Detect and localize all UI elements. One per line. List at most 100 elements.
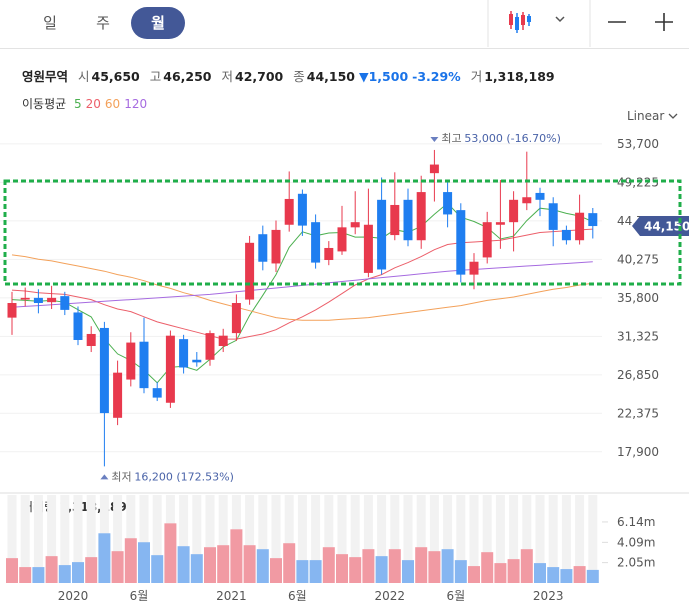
stock-name: 영원무역 <box>22 69 69 84</box>
candle-body <box>469 261 479 275</box>
y-tick-label: 53,700 <box>617 137 659 151</box>
tab-week[interactable]: 주 <box>96 14 110 32</box>
ma-legend: 이동평균 5 20 60 120 <box>22 95 147 112</box>
volume-bar <box>270 558 282 583</box>
y-tick-label: 40,275 <box>617 252 659 266</box>
volume-bar <box>586 569 599 583</box>
current-price-label: 44,150 <box>644 220 689 234</box>
ma-line <box>11 228 593 340</box>
chart-type-button[interactable] <box>509 11 565 33</box>
volume-bar <box>151 555 164 583</box>
candle-body <box>284 198 294 225</box>
candle-body <box>7 303 17 318</box>
legend-entry: 5 <box>74 97 82 111</box>
candle-body <box>337 227 347 252</box>
candle-body <box>258 234 268 262</box>
candle-body <box>482 222 492 258</box>
tab-month[interactable]: 월 <box>131 7 185 39</box>
legend-entry: 60 <box>104 97 121 111</box>
toolbar-icons <box>487 0 673 47</box>
candle-body <box>548 203 558 230</box>
volume-bar <box>243 545 256 583</box>
volume-bar <box>256 549 269 583</box>
volume-bar <box>468 566 480 583</box>
candle-body <box>363 224 373 273</box>
candle-body <box>20 297 30 300</box>
candle-body <box>218 335 228 347</box>
x-tick-label: 2021 <box>216 589 247 603</box>
volume-bar <box>32 567 45 583</box>
volume-bar <box>72 562 84 583</box>
candle-body <box>443 192 453 215</box>
volume-bar <box>573 566 586 583</box>
candle-body <box>403 199 413 241</box>
candle-body <box>350 222 360 228</box>
candle-body <box>86 333 96 347</box>
candle-body <box>231 303 241 334</box>
candle-body <box>495 222 505 225</box>
candle-body <box>33 297 43 304</box>
y-tick-label: 35,800 <box>617 291 659 305</box>
label: 고 <box>149 69 162 84</box>
volume-bar <box>428 551 441 583</box>
tab-day[interactable]: 일 <box>43 14 57 32</box>
toolbar: 일 주 월 <box>0 0 689 49</box>
quote-line: 영원무역 시 45,650 고 46,250 저 42,700 종 44,150 ▼1,… <box>22 66 555 85</box>
y-tick-label: 2.05m <box>617 556 655 570</box>
candle-body <box>588 213 598 227</box>
candle-body <box>324 247 334 261</box>
candle-body <box>509 199 519 223</box>
scale-selector[interactable]: Linear <box>627 109 678 123</box>
max-title: 최고 <box>441 132 461 145</box>
legend-entry: 20 <box>85 97 101 111</box>
x-tick-label: 2022 <box>375 589 406 603</box>
ma-line <box>11 254 593 321</box>
volume-bar <box>283 543 296 583</box>
current-price-tag <box>632 216 689 237</box>
volume-bar <box>45 556 58 583</box>
volume-bar <box>6 558 18 583</box>
y-tick-label: 17,900 <box>617 445 659 459</box>
volume-bar <box>547 567 560 583</box>
candle-body <box>297 193 307 226</box>
candle-body <box>390 204 400 236</box>
candle-body <box>99 327 109 414</box>
volume-bar <box>190 554 203 583</box>
candle-body <box>60 296 70 310</box>
y-tick-label: 22,375 <box>617 406 659 420</box>
volume-bar <box>177 546 190 583</box>
x-tick-label: 2020 <box>58 589 89 603</box>
volume-bar <box>507 559 520 583</box>
volume-bar <box>402 560 414 583</box>
volume-bar <box>494 563 507 583</box>
candle-body <box>113 372 123 418</box>
y-tick-label: 6.14m <box>617 515 655 529</box>
candle-body <box>192 359 202 363</box>
x-tick-label: 6월 <box>288 589 307 603</box>
volume-bar <box>98 533 111 583</box>
volume-bar <box>204 547 216 583</box>
min-title: 최저 <box>111 470 131 483</box>
zoom-in-button[interactable] <box>655 13 673 31</box>
value: 44,150 <box>306 69 356 84</box>
max-marker <box>430 136 439 142</box>
candle-body <box>47 297 57 303</box>
label: 종 <box>293 69 305 84</box>
volume-bar <box>111 551 124 583</box>
change-pct: -3.29% <box>412 69 461 84</box>
volume-bar <box>124 538 137 583</box>
volume-bar <box>336 554 348 583</box>
volume-bar <box>138 542 150 583</box>
candle-body <box>535 192 545 200</box>
volume-bar <box>481 552 494 583</box>
label: 거 <box>470 69 483 84</box>
volume-bar <box>217 545 230 583</box>
y-tick-label: 26,850 <box>617 368 659 382</box>
value: 42,700 <box>235 69 284 84</box>
volume-bar <box>415 547 428 583</box>
volume-bar <box>454 560 467 583</box>
volume-bar <box>375 556 388 583</box>
volume-bar <box>349 557 362 583</box>
label: 시 <box>78 69 90 84</box>
